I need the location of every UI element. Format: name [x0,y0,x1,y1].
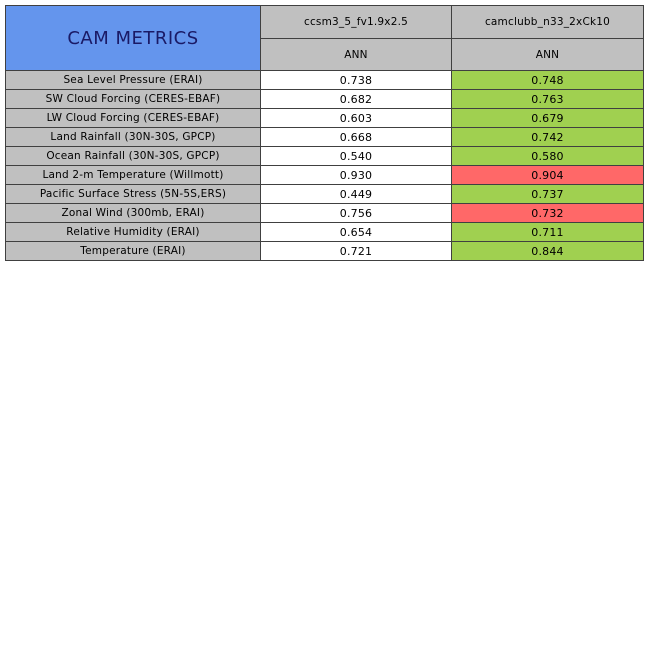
metric-name: Land Rainfall (30N-30S, GPCP) [5,127,261,147]
column-header-case-2: camclubb_n33_2xCk10 [451,5,644,39]
metric-value-case-1: 0.668 [260,127,452,147]
metric-name: Relative Humidity (ERAI) [5,222,261,242]
metric-value-case-2: 0.904 [451,165,644,185]
metric-name: SW Cloud Forcing (CERES-EBAF) [5,89,261,109]
metric-value-case-1: 0.654 [260,222,452,242]
table-row: Ocean Rainfall (30N-30S, GPCP) 0.540 0.580 [5,146,644,166]
table-row: Zonal Wind (300mb, ERAI) 0.756 0.732 [5,203,644,223]
metric-value-case-1: 0.682 [260,89,452,109]
table-row: Land 2-m Temperature (Willmott) 0.930 0.90… [5,165,644,185]
metric-name: Temperature (ERAI) [5,241,261,261]
metric-value-case-2: 0.679 [451,108,644,128]
metric-name: Ocean Rainfall (30N-30S, GPCP) [5,146,261,166]
table-row: Relative Humidity (ERAI) 0.654 0.711 [5,222,644,242]
metric-value-case-2: 0.732 [451,203,644,223]
metrics-table: CAM METRICS ccsm3_5_fv1.9x2.5 camclubb_n… [5,5,644,261]
metric-value-case-2: 0.763 [451,89,644,109]
metric-value-case-1: 0.756 [260,203,452,223]
metric-value-case-2: 0.844 [451,241,644,261]
metric-value-case-2: 0.742 [451,127,644,147]
season-label-case-1: ANN [260,38,452,71]
metric-value-case-1: 0.738 [260,70,452,90]
table-row: SW Cloud Forcing (CERES-EBAF) 0.682 0.763 [5,89,644,109]
table-row: Pacific Surface Stress (5N-5S,ERS) 0.449 0… [5,184,644,204]
metric-value-case-2: 0.580 [451,146,644,166]
table-title: CAM METRICS [5,5,261,71]
metric-value-case-1: 0.721 [260,241,452,261]
metric-value-case-2: 0.737 [451,184,644,204]
metric-value-case-1: 0.449 [260,184,452,204]
metric-name: Sea Level Pressure (ERAI) [5,70,261,90]
header-row: CAM METRICS ccsm3_5_fv1.9x2.5 camclubb_n… [5,5,644,71]
metric-name: Pacific Surface Stress (5N-5S,ERS) [5,184,261,204]
season-row: ANN ANN [6,38,644,71]
metrics-table-body: CAM METRICS ccsm3_5_fv1.9x2.5 camclubb_n… [5,5,644,261]
table-row: Land Rainfall (30N-30S, GPCP) 0.668 0.742 [5,127,644,147]
table-row: Temperature (ERAI) 0.721 0.844 [5,241,644,261]
column-header-case-1: ccsm3_5_fv1.9x2.5 [260,5,452,39]
metric-value-case-1: 0.603 [260,108,452,128]
metric-name: LW Cloud Forcing (CERES-EBAF) [5,108,261,128]
metric-name: Land 2-m Temperature (Willmott) [5,165,261,185]
metric-value-case-1: 0.540 [260,146,452,166]
table-row: LW Cloud Forcing (CERES-EBAF) 0.603 0.679 [5,108,644,128]
metric-name: Zonal Wind (300mb, ERAI) [5,203,261,223]
table-row: Sea Level Pressure (ERAI) 0.738 0.748 [5,70,644,90]
metric-value-case-1: 0.930 [260,165,452,185]
metric-value-case-2: 0.711 [451,222,644,242]
season-label-case-2: ANN [451,38,644,71]
metric-value-case-2: 0.748 [451,70,644,90]
